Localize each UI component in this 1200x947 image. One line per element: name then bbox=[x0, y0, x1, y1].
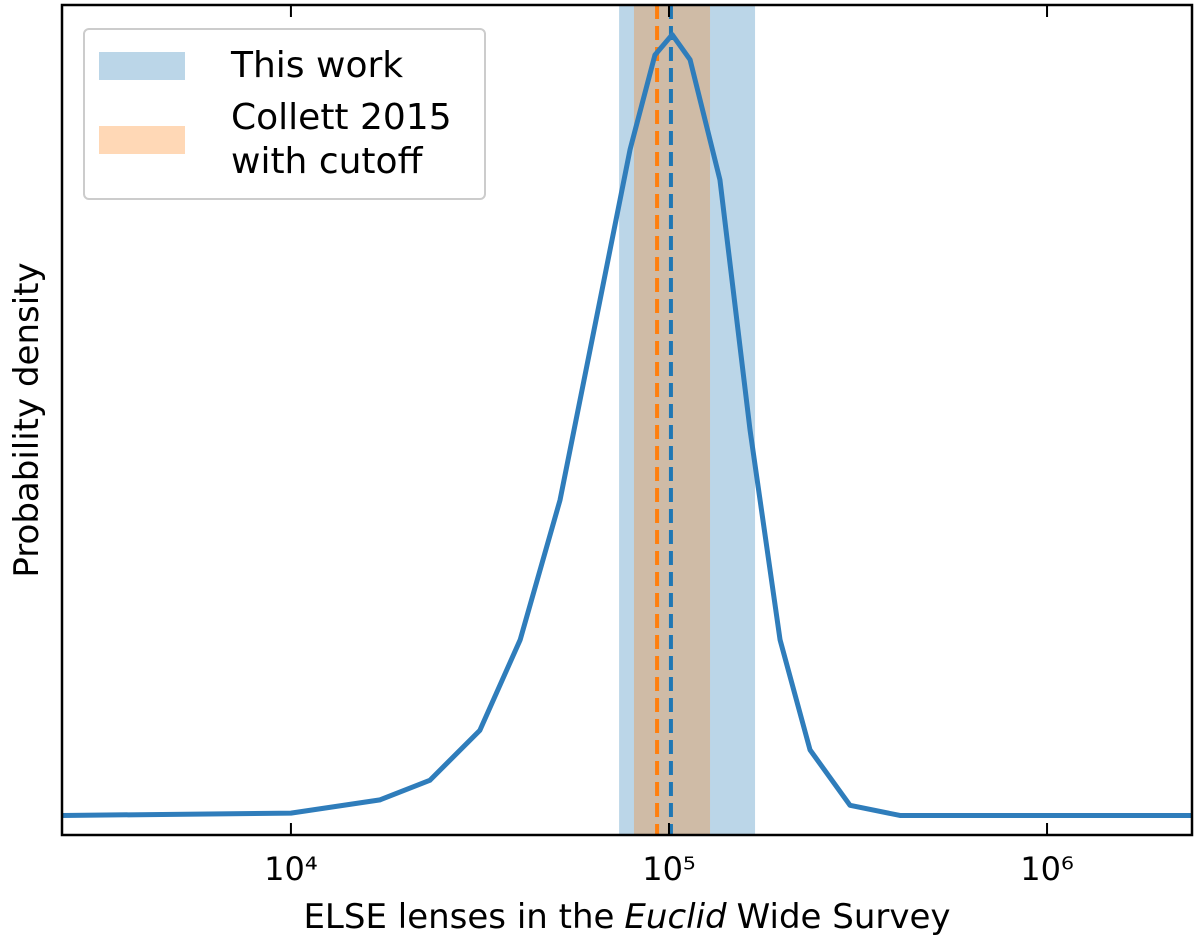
x-axis-label-part: ELSE lenses in the bbox=[303, 897, 614, 937]
plot-frame bbox=[60, 3, 1194, 837]
x-axis-label: ELSE lenses in the Euclid Wide Survey bbox=[303, 897, 950, 937]
legend-swatch bbox=[99, 52, 185, 80]
legend-entry: This work bbox=[85, 40, 484, 92]
x-axis-label-part: Wide Survey bbox=[737, 897, 951, 937]
x-tick-label: 10⁶ bbox=[1020, 850, 1074, 888]
y-axis-label: Probability density bbox=[7, 262, 47, 577]
curve bbox=[61, 32, 1192, 818]
band bbox=[619, 5, 756, 835]
legend: This work Collett 2015 with cutoff bbox=[83, 28, 486, 200]
legend-label: Collett 2015 with cutoff bbox=[231, 97, 452, 182]
x-tick-label: 10⁵ bbox=[642, 850, 696, 888]
x-tick-label: 10⁴ bbox=[264, 850, 318, 888]
x-axis-label-part: Euclid bbox=[624, 897, 727, 937]
legend-label: This work bbox=[231, 45, 404, 86]
legend-entry: Collett 2015 with cutoff bbox=[85, 92, 484, 188]
legend-swatch bbox=[99, 126, 185, 154]
